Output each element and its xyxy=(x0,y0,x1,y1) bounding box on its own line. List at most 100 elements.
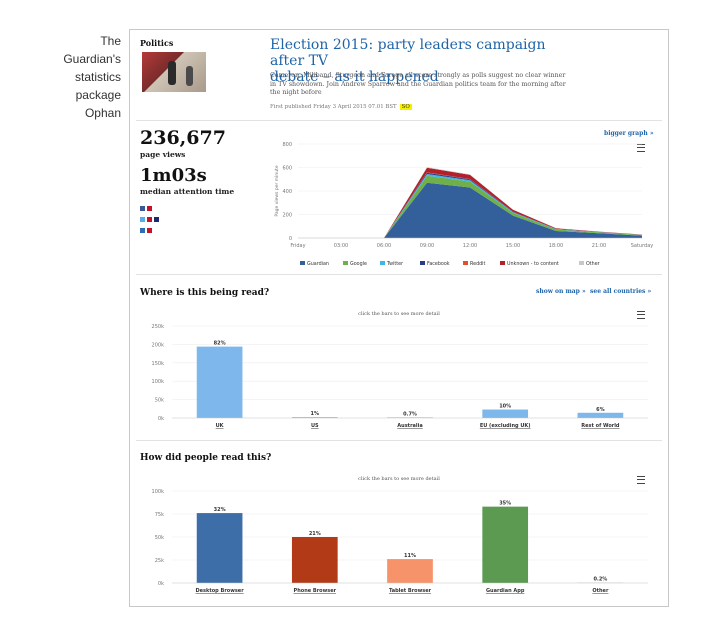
caption-line: Guardian's xyxy=(63,52,121,66)
y-tick-label: 50k xyxy=(155,398,164,404)
category-label: Desktop Browser xyxy=(196,588,245,594)
article-thumbnail[interactable] xyxy=(142,52,206,92)
where-section-title: Where is this being read? xyxy=(140,288,270,298)
caption-line: statistics xyxy=(74,70,121,84)
flag-icon xyxy=(147,206,152,211)
how-bar-chart: 100k 75k 50k 25k 0k 32% Desktop Browser 21% Phon… xyxy=(152,489,648,594)
data-label: 21% xyxy=(309,531,321,537)
data-label: 1% xyxy=(311,411,320,417)
legend-swatch xyxy=(420,261,425,265)
bar xyxy=(577,412,624,418)
article-standfirst: Cameron, Miliband, Sturgeon and Farage a… xyxy=(270,72,566,96)
ophan-dashboard: Politics Election 2015: party leaders ca… xyxy=(129,29,669,607)
bar xyxy=(387,417,433,418)
link-icon xyxy=(140,228,145,233)
flag-icon xyxy=(147,217,152,222)
social-twitter-row[interactable] xyxy=(140,217,162,222)
how-section-title: How did people read this? xyxy=(140,453,272,463)
caption-line: The xyxy=(100,34,121,48)
data-label: 6% xyxy=(596,407,605,413)
x-tick-label: 18:00 xyxy=(549,243,563,249)
flag-icon xyxy=(154,217,159,222)
category-label: UK xyxy=(216,423,225,429)
title-line: Election 2015: party leaders campaign af… xyxy=(270,37,546,69)
category-label: Other xyxy=(592,588,609,594)
where-chart-menu-icon[interactable] xyxy=(637,311,645,319)
y-tick-label: 25k xyxy=(155,558,164,564)
flag-icon xyxy=(147,228,152,233)
legend-swatch xyxy=(579,261,584,265)
x-tick-label: 15:00 xyxy=(506,243,520,249)
area-series-guardian xyxy=(298,182,642,238)
show-on-map-link[interactable]: show on map » xyxy=(536,288,586,295)
legend-label: Unknown - to content xyxy=(507,261,559,267)
x-tick-label: 03:00 xyxy=(334,243,348,249)
data-label: 11% xyxy=(404,553,416,559)
facebook-icon xyxy=(140,206,145,211)
attention-time-value: 1m03s xyxy=(140,165,207,186)
y-tick-label: 0k xyxy=(158,416,164,422)
published-date: First published Friday 3 April 2015 07.0… xyxy=(270,104,412,110)
where-chart-hint: click the bars to see more detail xyxy=(358,311,440,317)
bigger-graph-link[interactable]: bigger graph » xyxy=(604,130,654,137)
legend-swatch xyxy=(500,261,505,265)
y-tick-label: 75k xyxy=(155,512,164,518)
caption-line: Ophan xyxy=(84,106,121,120)
category-label: Phone Browser xyxy=(294,588,337,594)
section-tag: Politics xyxy=(140,38,174,48)
see-all-countries-link[interactable]: see all countries » xyxy=(590,288,652,295)
data-label: 10% xyxy=(499,404,511,410)
x-tick-label: 21:00 xyxy=(592,243,606,249)
category-label: Rest of World xyxy=(581,423,620,429)
legend-label: Reddit xyxy=(470,261,485,267)
page-views-count: 236,677 xyxy=(140,127,226,149)
legend-label: Twitter xyxy=(386,261,403,267)
data-label: 0.7% xyxy=(403,411,417,417)
x-tick-label: Friday xyxy=(290,243,305,249)
twitter-icon xyxy=(140,217,145,222)
data-label: 0.2% xyxy=(593,577,607,583)
chart-menu-icon[interactable] xyxy=(637,144,645,152)
published-text: First published Friday 3 April 2015 07.0… xyxy=(270,104,397,110)
data-label: 35% xyxy=(499,501,511,507)
y-axis-label: Page views per minute xyxy=(274,165,280,216)
divider xyxy=(136,440,662,441)
social-facebook-row[interactable] xyxy=(140,206,162,211)
attention-time-label: median attention time xyxy=(140,187,235,196)
legend-label: Google xyxy=(350,261,367,267)
y-tick-label: 250k xyxy=(152,324,165,330)
category-label: Guardian App xyxy=(486,588,525,594)
bar xyxy=(196,513,243,583)
divider xyxy=(136,120,662,121)
legend-swatch xyxy=(343,261,348,265)
legend-swatch xyxy=(380,261,385,265)
y-tick-label: 200 xyxy=(282,213,292,219)
y-tick-label: 50k xyxy=(155,535,164,541)
bar xyxy=(196,346,243,418)
how-chart-menu-icon[interactable] xyxy=(637,476,645,484)
data-label: 82% xyxy=(214,341,226,347)
bar xyxy=(482,409,529,418)
legend-label: Facebook xyxy=(427,261,450,267)
y-tick-label: 0k xyxy=(158,581,164,587)
article-title[interactable]: Election 2015: party leaders campaign af… xyxy=(270,37,570,85)
title-line: debate – as it happened xyxy=(270,69,439,85)
social-other-row[interactable] xyxy=(140,228,162,233)
category-label: US xyxy=(311,423,319,429)
page-views-label: page views xyxy=(140,150,186,159)
category-label: Tablet Browser xyxy=(389,588,432,594)
y-tick-label: 800 xyxy=(282,142,292,148)
divider xyxy=(136,274,662,275)
x-tick-label: 09:00 xyxy=(420,243,434,249)
how-chart-hint: click the bars to see more detail xyxy=(358,476,440,482)
caption-line: package xyxy=(75,88,121,102)
y-tick-label: 600 xyxy=(282,166,292,172)
y-tick-label: 150k xyxy=(152,361,165,367)
data-label: 32% xyxy=(214,507,226,513)
legend-label: Other xyxy=(586,261,600,267)
y-tick-label: 200k xyxy=(152,342,165,348)
bar xyxy=(387,559,433,583)
bar xyxy=(482,506,529,583)
legend-label: Guardian xyxy=(307,261,329,267)
y-tick-label: 100k xyxy=(152,379,165,385)
